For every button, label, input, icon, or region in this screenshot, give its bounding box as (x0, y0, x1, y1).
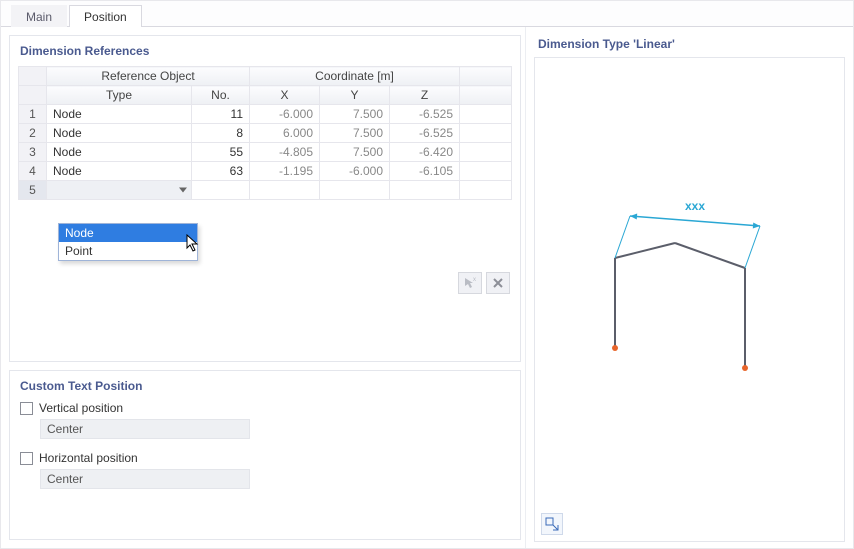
cell-x[interactable]: -1.195 (250, 162, 320, 181)
row-index: 4 (19, 162, 47, 181)
cell-y[interactable]: 7.500 (320, 143, 390, 162)
cell-x[interactable]: -6.000 (250, 105, 320, 124)
cell-z[interactable]: -6.105 (390, 162, 460, 181)
cell-type[interactable]: Node (47, 162, 192, 181)
cell-x[interactable] (250, 181, 320, 200)
cell-no[interactable]: 8 (192, 124, 250, 143)
vertical-position-value[interactable]: Center (40, 419, 250, 439)
dropdown-option-point[interactable]: Point (59, 242, 197, 260)
dropdown-option-node[interactable]: Node (59, 224, 197, 242)
dialog-root: Main Position Dimension References Refer… (0, 0, 854, 549)
view-settings-icon (545, 517, 559, 531)
tab-strip: Main Position (1, 1, 853, 27)
dimension-references-title: Dimension References (20, 44, 512, 58)
row-index: 3 (19, 143, 47, 162)
type-dropdown[interactable]: Node Point (58, 223, 198, 261)
horizontal-position-row: Horizontal position (20, 451, 512, 465)
cell-pad (460, 162, 512, 181)
dimension-references-panel: Dimension References Reference Object Co… (9, 35, 521, 362)
header-pad2 (460, 86, 512, 105)
cell-x[interactable]: 6.000 (250, 124, 320, 143)
preview-diagram: xxx (535, 58, 835, 538)
custom-text-position-title: Custom Text Position (20, 379, 512, 393)
cell-z[interactable] (390, 181, 460, 200)
header-x[interactable]: X (250, 86, 320, 105)
table-row[interactable]: 4 Node 63 -1.195 -6.000 -6.105 (19, 162, 512, 181)
header-rownum (19, 86, 47, 105)
tab-main[interactable]: Main (11, 5, 67, 27)
dialog-body: Dimension References Reference Object Co… (1, 27, 853, 548)
cell-type[interactable]: Node (47, 124, 192, 143)
cell-type-combobox[interactable] (47, 181, 192, 200)
cell-no[interactable] (192, 181, 250, 200)
cell-no[interactable]: 11 (192, 105, 250, 124)
delete-row-button[interactable] (486, 272, 510, 294)
close-icon (492, 277, 504, 289)
row-index: 5 (19, 181, 47, 200)
table-row[interactable]: 2 Node 8 6.000 7.500 -6.525 (19, 124, 512, 143)
preview-area: xxx (534, 57, 845, 542)
cell-z[interactable]: -6.420 (390, 143, 460, 162)
cell-type[interactable]: Node (47, 143, 192, 162)
references-table[interactable]: Reference Object Coordinate [m] Type No.… (18, 66, 512, 200)
vertical-position-row: Vertical position (20, 401, 512, 415)
cell-no[interactable]: 63 (192, 162, 250, 181)
references-toolbar: x (458, 272, 510, 294)
chevron-down-icon (179, 188, 187, 193)
svg-text:x: x (473, 277, 476, 283)
vertical-position-label: Vertical position (39, 401, 123, 415)
header-type[interactable]: Type (47, 86, 192, 105)
horizontal-position-value[interactable]: Center (40, 469, 250, 489)
header-z[interactable]: Z (390, 86, 460, 105)
pick-node-button[interactable]: x (458, 272, 482, 294)
cell-z[interactable]: -6.525 (390, 124, 460, 143)
cell-y[interactable]: 7.500 (320, 105, 390, 124)
table-row-active[interactable]: 5 (19, 181, 512, 200)
vertical-position-checkbox[interactable] (20, 402, 33, 415)
table-row[interactable]: 3 Node 55 -4.805 7.500 -6.420 (19, 143, 512, 162)
cell-x[interactable]: -4.805 (250, 143, 320, 162)
header-no[interactable]: No. (192, 86, 250, 105)
left-column: Dimension References Reference Object Co… (1, 27, 526, 548)
header-reference-object: Reference Object (47, 67, 250, 86)
header-y[interactable]: Y (320, 86, 390, 105)
right-column: Dimension Type 'Linear' (526, 27, 853, 548)
dimension-label: xxx (685, 199, 705, 213)
view-settings-button[interactable] (541, 513, 563, 535)
table-corner (19, 67, 47, 86)
preview-title: Dimension Type 'Linear' (538, 37, 845, 51)
cell-no[interactable]: 55 (192, 143, 250, 162)
cell-y[interactable]: -6.000 (320, 162, 390, 181)
custom-text-position-panel: Custom Text Position Vertical position C… (9, 370, 521, 540)
cell-pad (460, 124, 512, 143)
cell-y[interactable] (320, 181, 390, 200)
row-index: 1 (19, 105, 47, 124)
cell-pad (460, 105, 512, 124)
cell-z[interactable]: -6.525 (390, 105, 460, 124)
horizontal-position-label: Horizontal position (39, 451, 138, 465)
tab-position[interactable]: Position (69, 5, 142, 27)
cell-pad (460, 181, 512, 200)
table-body: 1 Node 11 -6.000 7.500 -6.525 2 Node 8 (19, 105, 512, 200)
cell-pad (460, 143, 512, 162)
row-index: 2 (19, 124, 47, 143)
table-row[interactable]: 1 Node 11 -6.000 7.500 -6.525 (19, 105, 512, 124)
horizontal-position-checkbox[interactable] (20, 452, 33, 465)
cell-y[interactable]: 7.500 (320, 124, 390, 143)
header-pad (460, 67, 512, 86)
header-coordinate: Coordinate [m] (250, 67, 460, 86)
cell-type[interactable]: Node (47, 105, 192, 124)
pick-icon: x (463, 276, 477, 290)
